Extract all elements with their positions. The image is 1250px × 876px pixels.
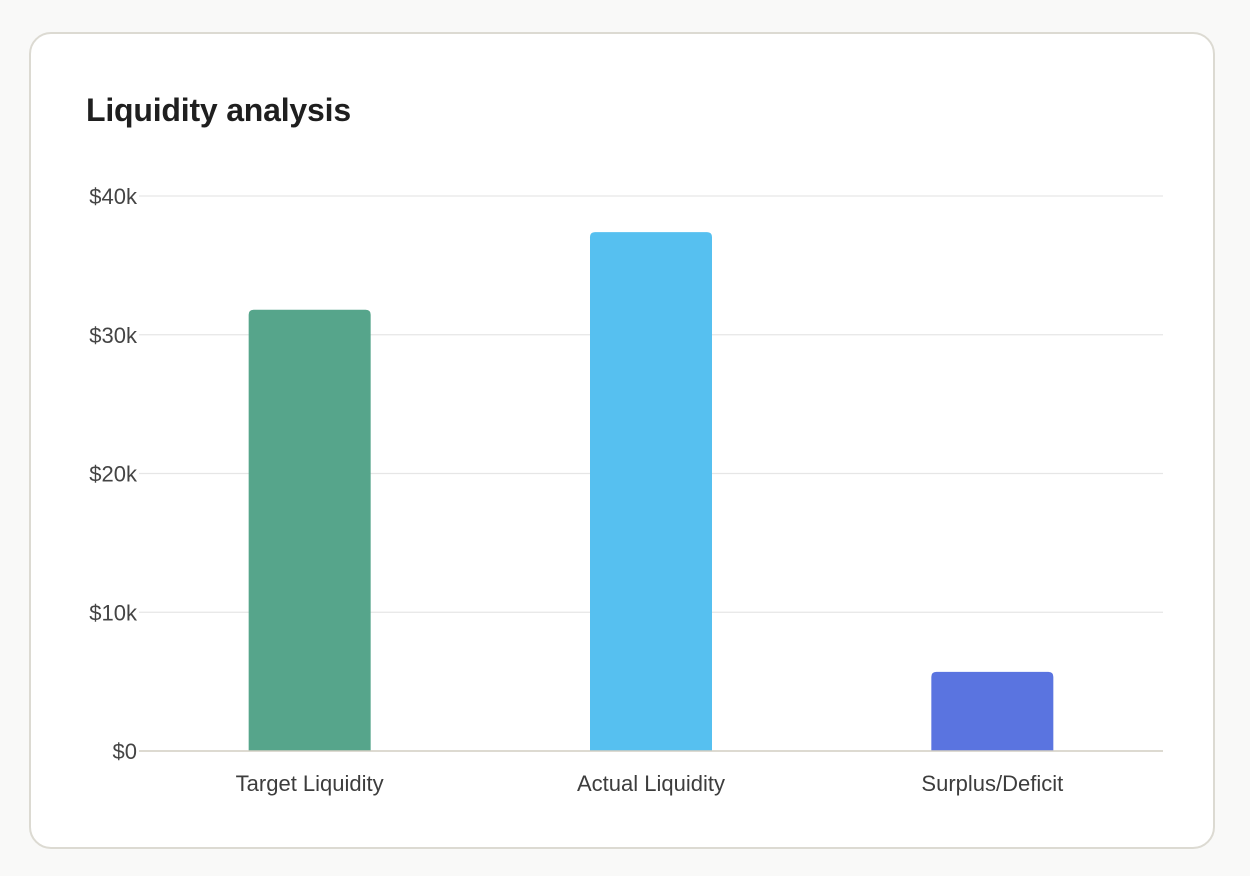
y-tick-label: $40k: [89, 184, 138, 209]
bar-0: [248, 309, 371, 751]
y-axis-ticks: $0 $10k $20k $30k $40k: [89, 184, 138, 764]
y-tick-label: $20k: [89, 462, 138, 487]
x-category-label: Actual Liquidity: [577, 771, 725, 796]
bars: [248, 232, 1054, 751]
liquidity-analysis-card: Liquidity analysis $0 $10k $20k $30k $40k Ta…: [29, 32, 1215, 849]
x-category-label: Target Liquidity: [236, 771, 384, 796]
y-tick-label: $30k: [89, 323, 138, 348]
chart-title: Liquidity analysis: [86, 92, 351, 128]
x-category-label: Surplus/Deficit: [921, 771, 1063, 796]
bar-2: [931, 671, 1054, 751]
bar-1: [590, 232, 712, 751]
y-tick-label: $0: [113, 739, 137, 764]
liquidity-bar-chart: $0 $10k $20k $30k $40k Target Liquidity Actua…: [89, 184, 1163, 796]
x-axis-labels: Target Liquidity Actual Liquidity Surplus/…: [236, 771, 1064, 796]
y-tick-label: $10k: [89, 600, 138, 625]
